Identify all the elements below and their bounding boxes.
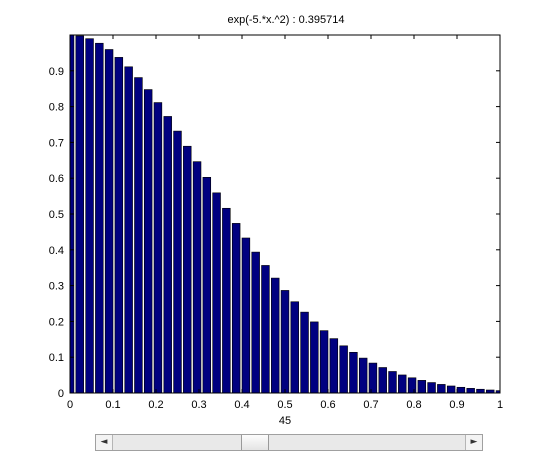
- bar: [349, 351, 358, 394]
- chart-title: exp(-5.*x.^2) : 0.395714: [227, 14, 344, 26]
- y-tick-label: 0: [58, 388, 64, 400]
- x-tick-label: 0.2: [148, 399, 163, 411]
- y-tick-label: 0.1: [49, 352, 64, 364]
- bar: [153, 102, 163, 394]
- bar: [310, 321, 319, 394]
- bar: [212, 192, 221, 394]
- scroll-right-button[interactable]: ►: [465, 435, 482, 450]
- y-tick-label: 0.7: [49, 137, 64, 149]
- x-tick-label: 0.1: [105, 399, 120, 411]
- y-axis: 0 0.1 0.2 0.3 0.4 0.5 0.6 0.7 0.8 0.9: [49, 66, 500, 400]
- bar: [417, 380, 427, 394]
- scrollbar[interactable]: ◄ ►: [95, 434, 483, 451]
- bar: [85, 38, 94, 394]
- x-tick-label: 0.6: [320, 399, 335, 411]
- bar: [134, 77, 143, 394]
- bar: [173, 130, 182, 394]
- bar: [222, 207, 231, 394]
- bar: [261, 265, 270, 394]
- bar: [202, 177, 212, 394]
- x-tick-label: 0.9: [449, 399, 464, 411]
- bar: [368, 362, 378, 394]
- bar: [231, 223, 241, 394]
- x-axis: 0 0.1 0.2 0.3 0.4 0.5 0.6 0.7 0.8 0.9 1: [67, 35, 503, 411]
- bar: [398, 374, 407, 394]
- bar: [437, 384, 446, 394]
- x-tick-label: 0.3: [191, 399, 206, 411]
- y-tick-label: 0.8: [49, 102, 64, 114]
- bar: [280, 290, 290, 394]
- bar: [290, 301, 299, 394]
- x-tick-label: 0.7: [363, 399, 378, 411]
- scroll-thumb[interactable]: [241, 435, 269, 450]
- bar: [339, 345, 348, 394]
- bar: [241, 237, 251, 394]
- arrow-left-icon: ◄: [100, 437, 108, 447]
- y-tick-label: 0.3: [49, 281, 64, 293]
- bar: [300, 311, 309, 394]
- arrow-right-icon: ►: [470, 437, 478, 447]
- bar: [319, 330, 329, 394]
- bar: [95, 42, 104, 394]
- bar: [114, 57, 124, 394]
- scroll-left-button[interactable]: ◄: [96, 435, 113, 450]
- bar: [358, 357, 368, 394]
- bar: [388, 371, 397, 394]
- y-tick-label: 0.4: [49, 245, 64, 257]
- bar: [271, 277, 280, 394]
- bar: [104, 49, 114, 394]
- y-tick-label: 0.2: [49, 316, 64, 328]
- x-tick-label: 0.5: [277, 399, 292, 411]
- bar: [251, 251, 260, 394]
- x-tick-label: 0.4: [234, 399, 249, 411]
- bar: [329, 338, 339, 394]
- x-tick-label: 0: [67, 399, 73, 411]
- bars: [69, 34, 501, 394]
- bar: [446, 385, 456, 394]
- bar: [75, 35, 84, 394]
- bar: [427, 382, 436, 394]
- bar: [456, 386, 466, 394]
- y-tick-label: 0.9: [49, 66, 64, 78]
- x-tick-label: 1: [497, 399, 503, 411]
- x-tick-label: 0.8: [406, 399, 421, 411]
- scroll-track[interactable]: [113, 435, 465, 450]
- bar: [378, 367, 387, 394]
- bar: [183, 145, 192, 394]
- bar: [466, 388, 475, 394]
- y-tick-label: 0.5: [49, 209, 64, 221]
- bar: [192, 161, 202, 394]
- bar: [476, 388, 485, 394]
- bar: [163, 116, 172, 394]
- y-tick-label: 0.6: [49, 173, 64, 185]
- x-axis-label: 45: [279, 415, 291, 427]
- bar: [407, 377, 417, 394]
- bar: [143, 89, 153, 394]
- bar: [124, 66, 133, 394]
